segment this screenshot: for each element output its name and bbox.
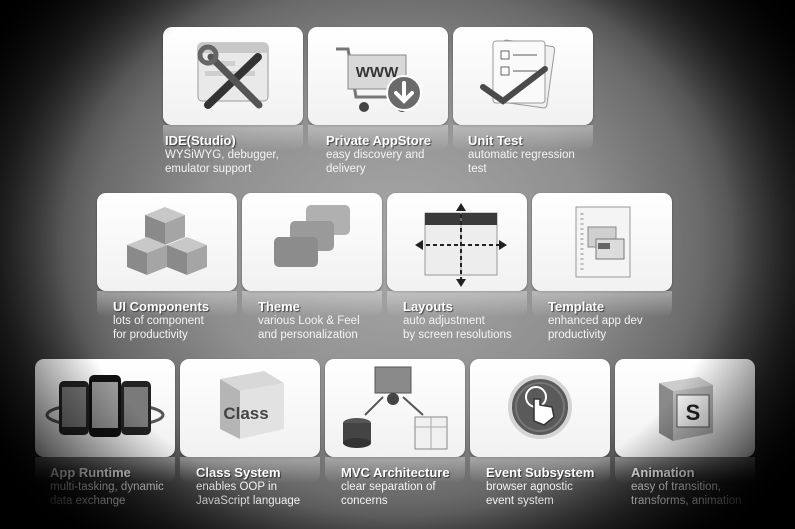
feature-description: WYSiWYG, debugger, emulator support [165,149,279,175]
tile-mvc-architecture[interactable] [325,359,465,483]
feature-label: UI Components lots of component for prod… [113,299,263,342]
feature-label: IDE(Studio) WYSiWYG, debugger, emulator … [165,133,315,176]
feature-label: Private AppStore easy discovery and deli… [326,133,476,176]
feature-title: Theme [258,299,300,314]
mvc-icon [343,366,448,450]
feature-label: Animation easy of transition, transforms… [631,465,781,508]
feature-label: Theme various Look & Feel and personaliz… [258,299,408,342]
feature-description: enhanced app dev productivity [548,315,643,341]
cart-www-text: WWW [356,64,399,81]
feature-label: Layouts auto adjustment by screen resolu… [403,299,553,342]
tile-unit-test[interactable] [453,27,593,151]
phones-icon [45,375,165,437]
layout-arrows-icon [415,203,507,287]
class-box-text: Class [223,404,268,423]
feature-label: MVC Architecture clear separation of con… [341,465,491,508]
tile-app-runtime[interactable] [35,359,175,483]
tile-private-appstore[interactable]: WWW [308,27,448,151]
template-document-icon [575,206,631,278]
feature-title: Layouts [403,299,453,314]
animation-s-text: S [686,400,701,425]
feature-description: easy discovery and delivery [326,149,425,175]
tile-template[interactable] [532,193,672,317]
feature-title: Class System [196,465,281,480]
feature-title: Unit Test [468,133,523,148]
feature-title: Private AppStore [326,133,431,148]
feature-description: auto adjustment by screen resolutions [403,315,512,341]
shopping-cart-icon: WWW [336,47,422,112]
tools-icon [197,42,269,109]
tile-ide-studio[interactable] [163,27,303,151]
class-box-icon: Class [220,371,284,439]
feature-label: Class System enables OOP in JavaScript l… [196,465,346,508]
feature-title: UI Components [113,299,210,314]
feature-label: Template enhanced app dev productivity [548,299,698,342]
feature-description: enables OOP in JavaScript language [196,481,301,507]
feature-description: browser agnostic event system [486,481,573,507]
tile-animation[interactable]: S [615,359,755,483]
tile-event-subsystem[interactable] [470,359,610,483]
checklist-icon [480,39,556,109]
feature-title: App Runtime [50,465,131,480]
feature-description: automatic regression test [468,149,575,175]
tile-theme[interactable] [242,193,382,317]
feature-title: Animation [631,465,695,480]
feature-description: various Look & Feel and personalization [258,315,360,341]
feature-label: Event Subsystem browser agnostic event s… [486,465,636,508]
feature-title: IDE(Studio) [165,133,236,148]
feature-title: Event Subsystem [486,465,595,480]
feature-title: Template [548,299,605,314]
tile-layouts[interactable] [387,193,527,317]
feature-description: easy of transition, transforms, animatio… [631,481,742,507]
touch-hand-icon [508,375,572,439]
feature-description: lots of component for productivity [113,315,204,341]
animation-s-icon: S [659,377,713,441]
tile-class-system[interactable]: Class [180,359,320,483]
theme-cards-icon [274,205,350,267]
feature-label: Unit Test automatic regression test [468,133,618,176]
feature-description: clear separation of concerns [341,481,436,507]
tile-ui-components[interactable] [97,193,237,317]
feature-description: multi-tasking, dynamic data exchange [50,481,164,507]
cubes-icon [127,207,207,275]
feature-title: MVC Architecture [341,465,450,480]
feature-label: App Runtime multi-tasking, dynamic data … [50,465,200,508]
